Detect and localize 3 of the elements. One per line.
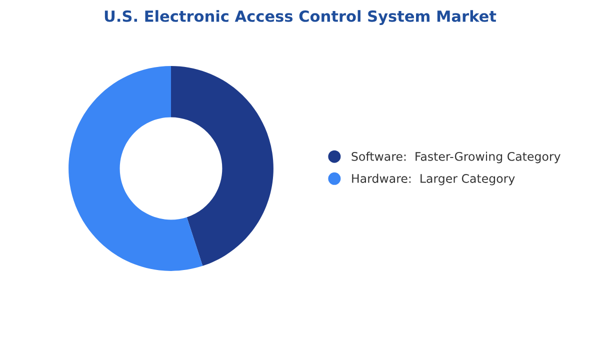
legend-label: Hardware: Larger Category [352,174,515,186]
legend-label: Software: Faster-Growing Category [352,152,560,164]
chart-title: U.S. Electronic Access Control System Market [104,10,496,26]
